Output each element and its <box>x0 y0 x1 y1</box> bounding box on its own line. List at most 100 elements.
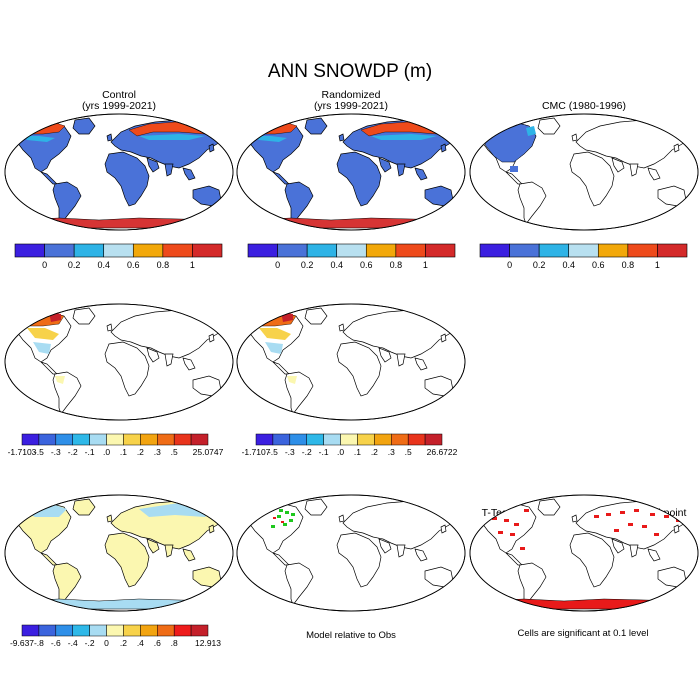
colorbar-swatch <box>44 243 75 258</box>
colorbar-tick-label: 0.2 <box>68 260 81 270</box>
colorbar-swatch <box>391 433 409 446</box>
colorbar-tick-label: -.3 <box>285 447 295 457</box>
colorbar-tick-label: 0.2 <box>301 260 314 270</box>
colorbar-swatch <box>597 243 629 258</box>
colorbar-tick-label: .6 <box>154 638 161 648</box>
panel-title: Randomized <box>322 89 381 101</box>
colorbar-tick-label: 0.8 <box>390 260 403 270</box>
panel-title: (yrs 1999-2021) <box>314 100 388 112</box>
colorbar-swatch <box>425 243 456 258</box>
map-panel-control: Control(yrs 1999-2021) <box>4 89 234 231</box>
colorbar-swatch <box>103 243 134 258</box>
world-map <box>236 303 466 421</box>
colorbar-swatch <box>336 243 367 258</box>
colorbar-swatch <box>162 243 193 258</box>
map-panel-control-randomized: Control- Randomized <box>4 494 234 612</box>
colorbar-tick-label: 0 <box>275 260 280 270</box>
colorbar-min-label: -1.7107 <box>242 447 271 457</box>
colorbar-swatch <box>21 433 40 446</box>
map-panel-cmc: CMC (1980-1996) <box>469 100 699 231</box>
panel-title: (yrs 1999-2021) <box>82 100 156 112</box>
colorbar-swatch <box>106 624 124 637</box>
colorbar-swatch <box>173 624 192 637</box>
colorbar-swatch <box>73 243 105 258</box>
colorbar-max-label: 25.0747 <box>193 447 224 457</box>
colorbar-control: 0 0.2 0.4 0.6 0.8 1 <box>14 243 223 270</box>
colorbar-swatch <box>357 433 375 446</box>
colorbar-swatch <box>173 433 192 446</box>
colorbar-tick-label: 0 <box>507 260 512 270</box>
colorbar-tick-label: .2 <box>137 447 144 457</box>
colorbar-tick-label: 0 <box>104 638 109 648</box>
colorbar-tick-label: 0.6 <box>592 260 605 270</box>
colorbar-tick-label: 0.8 <box>157 260 170 270</box>
colorbar-tick-label: .2 <box>120 638 127 648</box>
world-map <box>4 494 234 612</box>
colorbar-max-label: 12.913 <box>195 638 221 648</box>
colorbar-min-label: -1.7103 <box>8 447 37 457</box>
colorbar-tick-label: -.5 <box>34 447 44 457</box>
colorbar-tick-label: -.2 <box>302 447 312 457</box>
colorbar-swatch <box>190 433 209 446</box>
colorbar-swatch <box>38 433 57 446</box>
note-model-relative: Model relative to Obs <box>306 630 396 641</box>
colorbar-tick-label: 0.4 <box>97 260 110 270</box>
colorbar-swatch <box>192 243 223 258</box>
colorbar-tick-label: .5 <box>171 447 178 457</box>
colorbar-swatch <box>306 433 324 446</box>
colorbar-randomized-obs: -1.7107-.5 -.3 -.2 -.1 .0 .1 .2 .3 .5 26.6722 <box>242 433 458 457</box>
colorbar-tick-label: 0.4 <box>330 260 343 270</box>
colorbar-tick-label: 1 <box>190 260 195 270</box>
colorbar-swatch <box>568 243 599 258</box>
world-map <box>469 494 699 612</box>
world-map <box>469 113 699 231</box>
colorbar-tick-label: -.6 <box>51 638 61 648</box>
colorbar-swatch <box>157 624 175 637</box>
colorbar-tick-label: 1 <box>655 260 660 270</box>
colorbar-tick-label: .4 <box>137 638 144 648</box>
colorbar-max-label: 26.6722 <box>427 447 458 457</box>
colorbar-tick-label: 1 <box>423 260 428 270</box>
colorbar-randomized: 0 0.2 0.4 0.6 0.8 1 <box>247 243 456 270</box>
colorbar-swatch <box>157 433 175 446</box>
colorbar-swatch <box>123 433 141 446</box>
colorbar-swatch <box>272 433 291 446</box>
panel-title: Control <box>102 89 136 101</box>
colorbar-swatch <box>21 624 40 637</box>
colorbar-tick-label: -.1 <box>85 447 95 457</box>
colorbar-min-label: -9.637 <box>10 638 34 648</box>
colorbar-tick-label: 0.2 <box>533 260 546 270</box>
note-cells-significant: Cells are significant at 0.1 level <box>518 628 649 639</box>
colorbar-swatch <box>289 433 307 446</box>
colorbar-swatch <box>140 624 158 637</box>
colorbar-swatch <box>14 243 45 258</box>
map-panel-randomized: Randomized(yrs 1999-2021) <box>236 89 466 231</box>
world-map <box>236 494 466 612</box>
colorbar-swatch <box>55 433 73 446</box>
colorbar-swatch <box>140 433 158 446</box>
colorbar-swatch <box>247 243 278 258</box>
colorbar-tick-label: .3 <box>154 447 161 457</box>
colorbar-tick-label: .3 <box>388 447 395 457</box>
colorbar-tick-label: -.5 <box>268 447 278 457</box>
colorbar-tick-label: .0 <box>103 447 110 457</box>
colorbar-control-obs: -1.7103-.5 -.3 -.2 -.1 .0 .1 .2 .3 .5 25.0747 <box>8 433 224 457</box>
colorbar-tick-label: .1 <box>120 447 127 457</box>
colorbar-swatch <box>340 433 358 446</box>
world-map <box>236 113 466 231</box>
colorbar-swatch <box>89 433 107 446</box>
map-panel-ttest: T-Test of two Case means at each grid po… <box>469 494 699 612</box>
colorbar-swatch <box>538 243 570 258</box>
colorbar-swatch <box>323 433 341 446</box>
panel-title: CMC (1980-1996) <box>542 100 626 112</box>
colorbar-swatch <box>72 433 90 446</box>
colorbar-swatch <box>374 433 392 446</box>
colorbar-tick-label: 0.4 <box>562 260 575 270</box>
colorbar-tick-label: -.2 <box>85 638 95 648</box>
colorbar-swatch <box>306 243 338 258</box>
colorbar-tick-label: -.8 <box>34 638 44 648</box>
colorbar-swatch <box>255 433 274 446</box>
colorbar-cmc: 0 0.2 0.4 0.6 0.8 1 <box>479 243 688 270</box>
colorbar-tick-label: .1 <box>354 447 361 457</box>
